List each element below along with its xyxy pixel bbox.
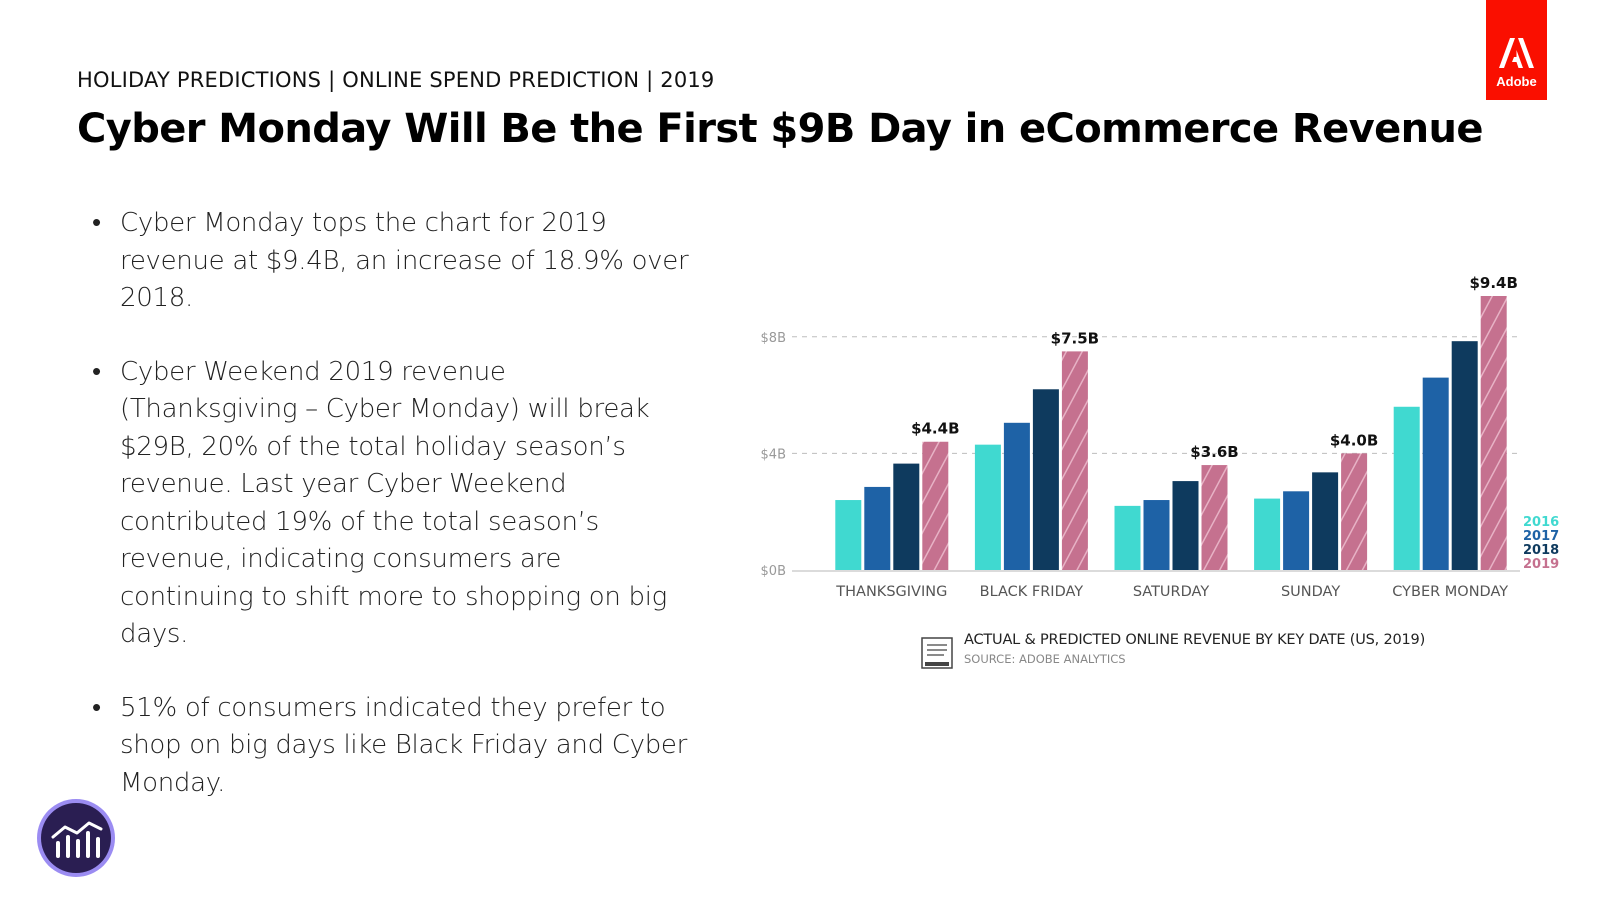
bar-value-label: $9.4B <box>1469 274 1517 292</box>
bullet-item: • Cyber Weekend 2019 revenue (Thanksgivin… <box>90 354 690 654</box>
y-tick-label: $0B <box>761 564 786 579</box>
legend-entry: 2016 <box>1523 515 1559 530</box>
bullet-list: • Cyber Monday tops the chart for 2019 re… <box>90 205 690 838</box>
bar-2019 <box>1201 465 1228 570</box>
bar-2019 <box>1480 296 1507 570</box>
eyebrow-text: HOLIDAY PREDICTIONS | ONLINE SPEND PREDI… <box>77 68 715 92</box>
adobe-insights-badge-icon <box>921 637 953 669</box>
legend-entry: 2019 <box>1523 557 1559 572</box>
bar-value-label: $4.4B <box>911 420 959 438</box>
x-tick-label: CYBER MONDAY <box>1392 584 1508 600</box>
bar-2017 <box>1143 500 1170 570</box>
bullet-text: 51% of consumers indicated they prefer t… <box>120 692 687 798</box>
bar-2019 <box>922 441 949 570</box>
bullet-dot: • <box>92 208 101 238</box>
bullet-text: Cyber Monday tops the chart for 2019 rev… <box>120 208 689 313</box>
y-tick-label: $4B <box>761 447 786 462</box>
legend-entry: 2018 <box>1523 543 1559 558</box>
chart-caption: ACTUAL & PREDICTED ONLINE REVENUE BY KEY… <box>964 632 1425 666</box>
bullet-dot: • <box>92 356 101 387</box>
legend-entry: 2017 <box>1523 529 1559 544</box>
adobe-logo-text: Adobe <box>1496 74 1537 89</box>
bar-2017 <box>1003 422 1030 570</box>
bar-value-label: $3.6B <box>1190 443 1238 461</box>
bar-2018 <box>1172 481 1199 570</box>
bar-2018 <box>1451 341 1478 570</box>
bar-value-label: $4.0B <box>1330 431 1378 449</box>
bar-2016 <box>974 444 1001 570</box>
bullet-item: • Cyber Monday tops the chart for 2019 re… <box>90 205 690 318</box>
adobe-logo: Adobe <box>1486 0 1547 100</box>
caption-title: ACTUAL & PREDICTED ONLINE REVENUE BY KEY… <box>964 632 1426 648</box>
bar-2018 <box>1032 389 1059 570</box>
bar-2016 <box>1393 406 1420 570</box>
bar-2019 <box>1061 351 1088 570</box>
bar-2018 <box>893 463 920 570</box>
bar-2018 <box>1312 472 1339 570</box>
page-title: Cyber Monday Will Be the First $9B Day i… <box>77 106 1484 152</box>
x-tick-label: SATURDAY <box>1133 584 1210 600</box>
labels-layer: $4.4B THANKSGIVING $7.5B BLACK FRIDAY $3.6B S… <box>835 274 1518 600</box>
bar-2019 <box>1341 453 1368 570</box>
x-tick-label: BLACK FRIDAY <box>980 584 1084 600</box>
grid-layer: $0B $4B $8B <box>761 331 1520 579</box>
bar-2017 <box>1283 491 1310 570</box>
adobe-a-icon <box>1499 38 1534 68</box>
x-tick-label: SUNDAY <box>1281 584 1340 600</box>
bars-layer <box>835 296 1507 570</box>
bar-2016 <box>1114 505 1141 570</box>
bar-2016 <box>1254 498 1281 570</box>
analytics-chart-icon <box>37 799 115 877</box>
y-tick-label: $8B <box>761 331 786 346</box>
bar-2016 <box>835 500 862 570</box>
bar-2017 <box>864 486 891 570</box>
bar-value-label: $7.5B <box>1051 329 1099 347</box>
bullet-dot: • <box>92 692 101 723</box>
caption-source: SOURCE: ADOBE ANALYTICS <box>964 652 1126 666</box>
bar-2017 <box>1422 377 1449 570</box>
bullet-text: Cyber Weekend 2019 revenue (Thanksgiving… <box>120 356 667 650</box>
x-tick-label: THANKSGIVING <box>835 584 947 600</box>
revenue-bar-chart: $0B $4B $8B $4.4B THANKSGIVING $7.5B BLACK FR… <box>761 274 1560 600</box>
bullet-item: • 51% of consumers indicated they prefer … <box>90 690 690 803</box>
